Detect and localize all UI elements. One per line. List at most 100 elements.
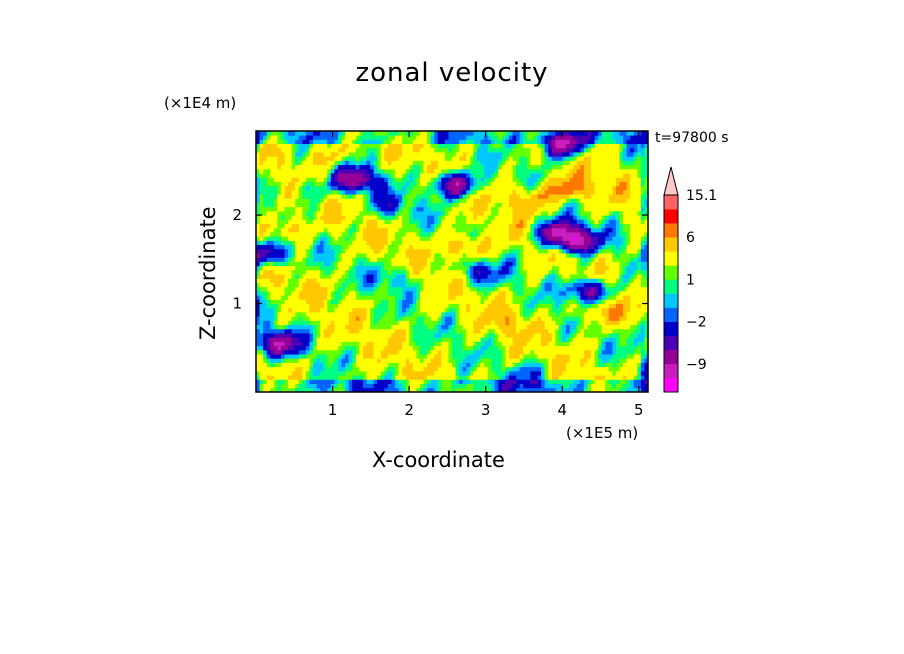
heatmap-cell bbox=[519, 312, 524, 317]
heatmap-cell bbox=[391, 307, 396, 313]
heatmap-cell bbox=[437, 135, 442, 140]
heatmap-cell bbox=[494, 253, 499, 258]
heatmap-cell bbox=[305, 189, 310, 195]
heatmap-cell bbox=[291, 164, 296, 170]
heatmap-cell bbox=[412, 299, 417, 304]
heatmap-cell bbox=[345, 282, 350, 288]
heatmap-cell bbox=[341, 379, 346, 384]
heatmap-cell bbox=[305, 181, 310, 187]
heatmap-cell bbox=[270, 274, 275, 279]
heatmap-cell bbox=[462, 349, 467, 355]
heatmap-cell bbox=[337, 358, 342, 363]
heatmap-cell bbox=[427, 290, 432, 296]
heatmap-cell bbox=[452, 349, 456, 355]
heatmap-cell bbox=[345, 240, 350, 246]
heatmap-cell bbox=[391, 320, 396, 326]
heatmap-cell bbox=[476, 147, 481, 153]
heatmap-cell bbox=[469, 143, 474, 149]
heatmap-cell bbox=[266, 341, 271, 347]
heatmap-cell bbox=[295, 261, 300, 267]
heatmap-cell bbox=[295, 253, 300, 258]
heatmap-cell bbox=[501, 240, 506, 246]
heatmap-cell bbox=[412, 152, 417, 157]
heatmap-cell bbox=[316, 219, 321, 225]
heatmap-cell bbox=[288, 257, 293, 262]
heatmap-cell bbox=[316, 202, 321, 208]
heatmap-cell bbox=[509, 244, 513, 250]
heatmap-cell bbox=[277, 173, 282, 178]
heatmap-cell bbox=[280, 316, 285, 321]
heatmap-cell bbox=[373, 139, 378, 145]
heatmap-cell bbox=[526, 290, 531, 296]
heatmap-cell bbox=[469, 160, 474, 166]
heatmap-cell bbox=[452, 232, 456, 237]
heatmap-cell bbox=[509, 223, 513, 229]
heatmap-cell bbox=[469, 248, 474, 254]
heatmap-cell bbox=[341, 286, 346, 292]
heatmap-cell bbox=[259, 202, 264, 208]
heatmap-cell bbox=[494, 387, 499, 393]
heatmap-cell bbox=[355, 202, 360, 208]
heatmap-cell bbox=[298, 164, 303, 170]
heatmap-cell bbox=[387, 261, 392, 267]
heatmap-cell bbox=[473, 135, 478, 140]
heatmap-cell bbox=[380, 152, 385, 157]
heatmap-cell bbox=[273, 206, 278, 212]
heatmap-cell bbox=[484, 362, 489, 368]
heatmap-cell bbox=[373, 143, 378, 149]
heatmap-cell bbox=[380, 341, 385, 347]
heatmap-cell bbox=[391, 278, 396, 283]
heatmap-cell bbox=[398, 164, 403, 170]
heatmap-cell bbox=[309, 295, 314, 300]
heatmap-cell bbox=[466, 143, 471, 149]
heatmap-cell bbox=[494, 223, 499, 229]
heatmap-cell bbox=[352, 156, 357, 161]
heatmap-cell bbox=[459, 320, 464, 326]
heatmap-cell bbox=[345, 210, 350, 216]
heatmap-cell bbox=[370, 219, 374, 225]
heatmap-cell bbox=[359, 152, 364, 157]
heatmap-cell bbox=[273, 375, 278, 380]
heatmap-cell bbox=[370, 307, 374, 313]
heatmap-cell bbox=[391, 286, 396, 292]
heatmap-cell bbox=[437, 131, 442, 136]
heatmap-cell bbox=[530, 328, 535, 334]
heatmap-cell bbox=[494, 210, 499, 216]
heatmap-cell bbox=[280, 366, 285, 372]
heatmap-cell bbox=[437, 147, 442, 153]
heatmap-cell bbox=[526, 278, 531, 283]
heatmap-cell bbox=[323, 194, 328, 199]
heatmap-cell bbox=[459, 375, 464, 380]
heatmap-cell bbox=[337, 307, 342, 313]
heatmap-cell bbox=[462, 282, 467, 288]
heatmap-cell bbox=[263, 349, 268, 355]
heatmap-cell bbox=[323, 358, 328, 363]
heatmap-cell bbox=[359, 354, 364, 359]
heatmap-cell bbox=[316, 316, 321, 321]
heatmap-cell bbox=[270, 139, 275, 145]
heatmap-cell bbox=[327, 135, 332, 140]
heatmap-cell bbox=[530, 274, 535, 279]
heatmap-cell bbox=[259, 337, 264, 342]
heatmap-cell bbox=[469, 345, 474, 351]
heatmap-cell bbox=[412, 383, 417, 389]
heatmap-cell bbox=[498, 295, 503, 300]
heatmap-cell bbox=[387, 160, 392, 166]
heatmap-cell bbox=[348, 312, 353, 317]
heatmap-cell bbox=[302, 194, 307, 199]
heatmap-cell bbox=[377, 328, 382, 334]
heatmap-cell bbox=[480, 383, 485, 389]
heatmap-cell bbox=[427, 206, 432, 212]
heatmap-cell bbox=[359, 370, 364, 376]
heatmap-cell bbox=[466, 274, 471, 279]
heatmap-cell bbox=[330, 295, 335, 300]
heatmap-cell bbox=[541, 354, 546, 359]
heatmap-cell bbox=[409, 139, 414, 145]
heatmap-cell bbox=[501, 202, 506, 208]
heatmap-cell bbox=[491, 312, 496, 317]
heatmap-cell bbox=[512, 143, 517, 149]
heatmap-cell bbox=[320, 131, 325, 136]
heatmap-cell bbox=[476, 383, 481, 389]
heatmap-cell bbox=[263, 316, 268, 321]
heatmap-cell bbox=[501, 370, 506, 376]
